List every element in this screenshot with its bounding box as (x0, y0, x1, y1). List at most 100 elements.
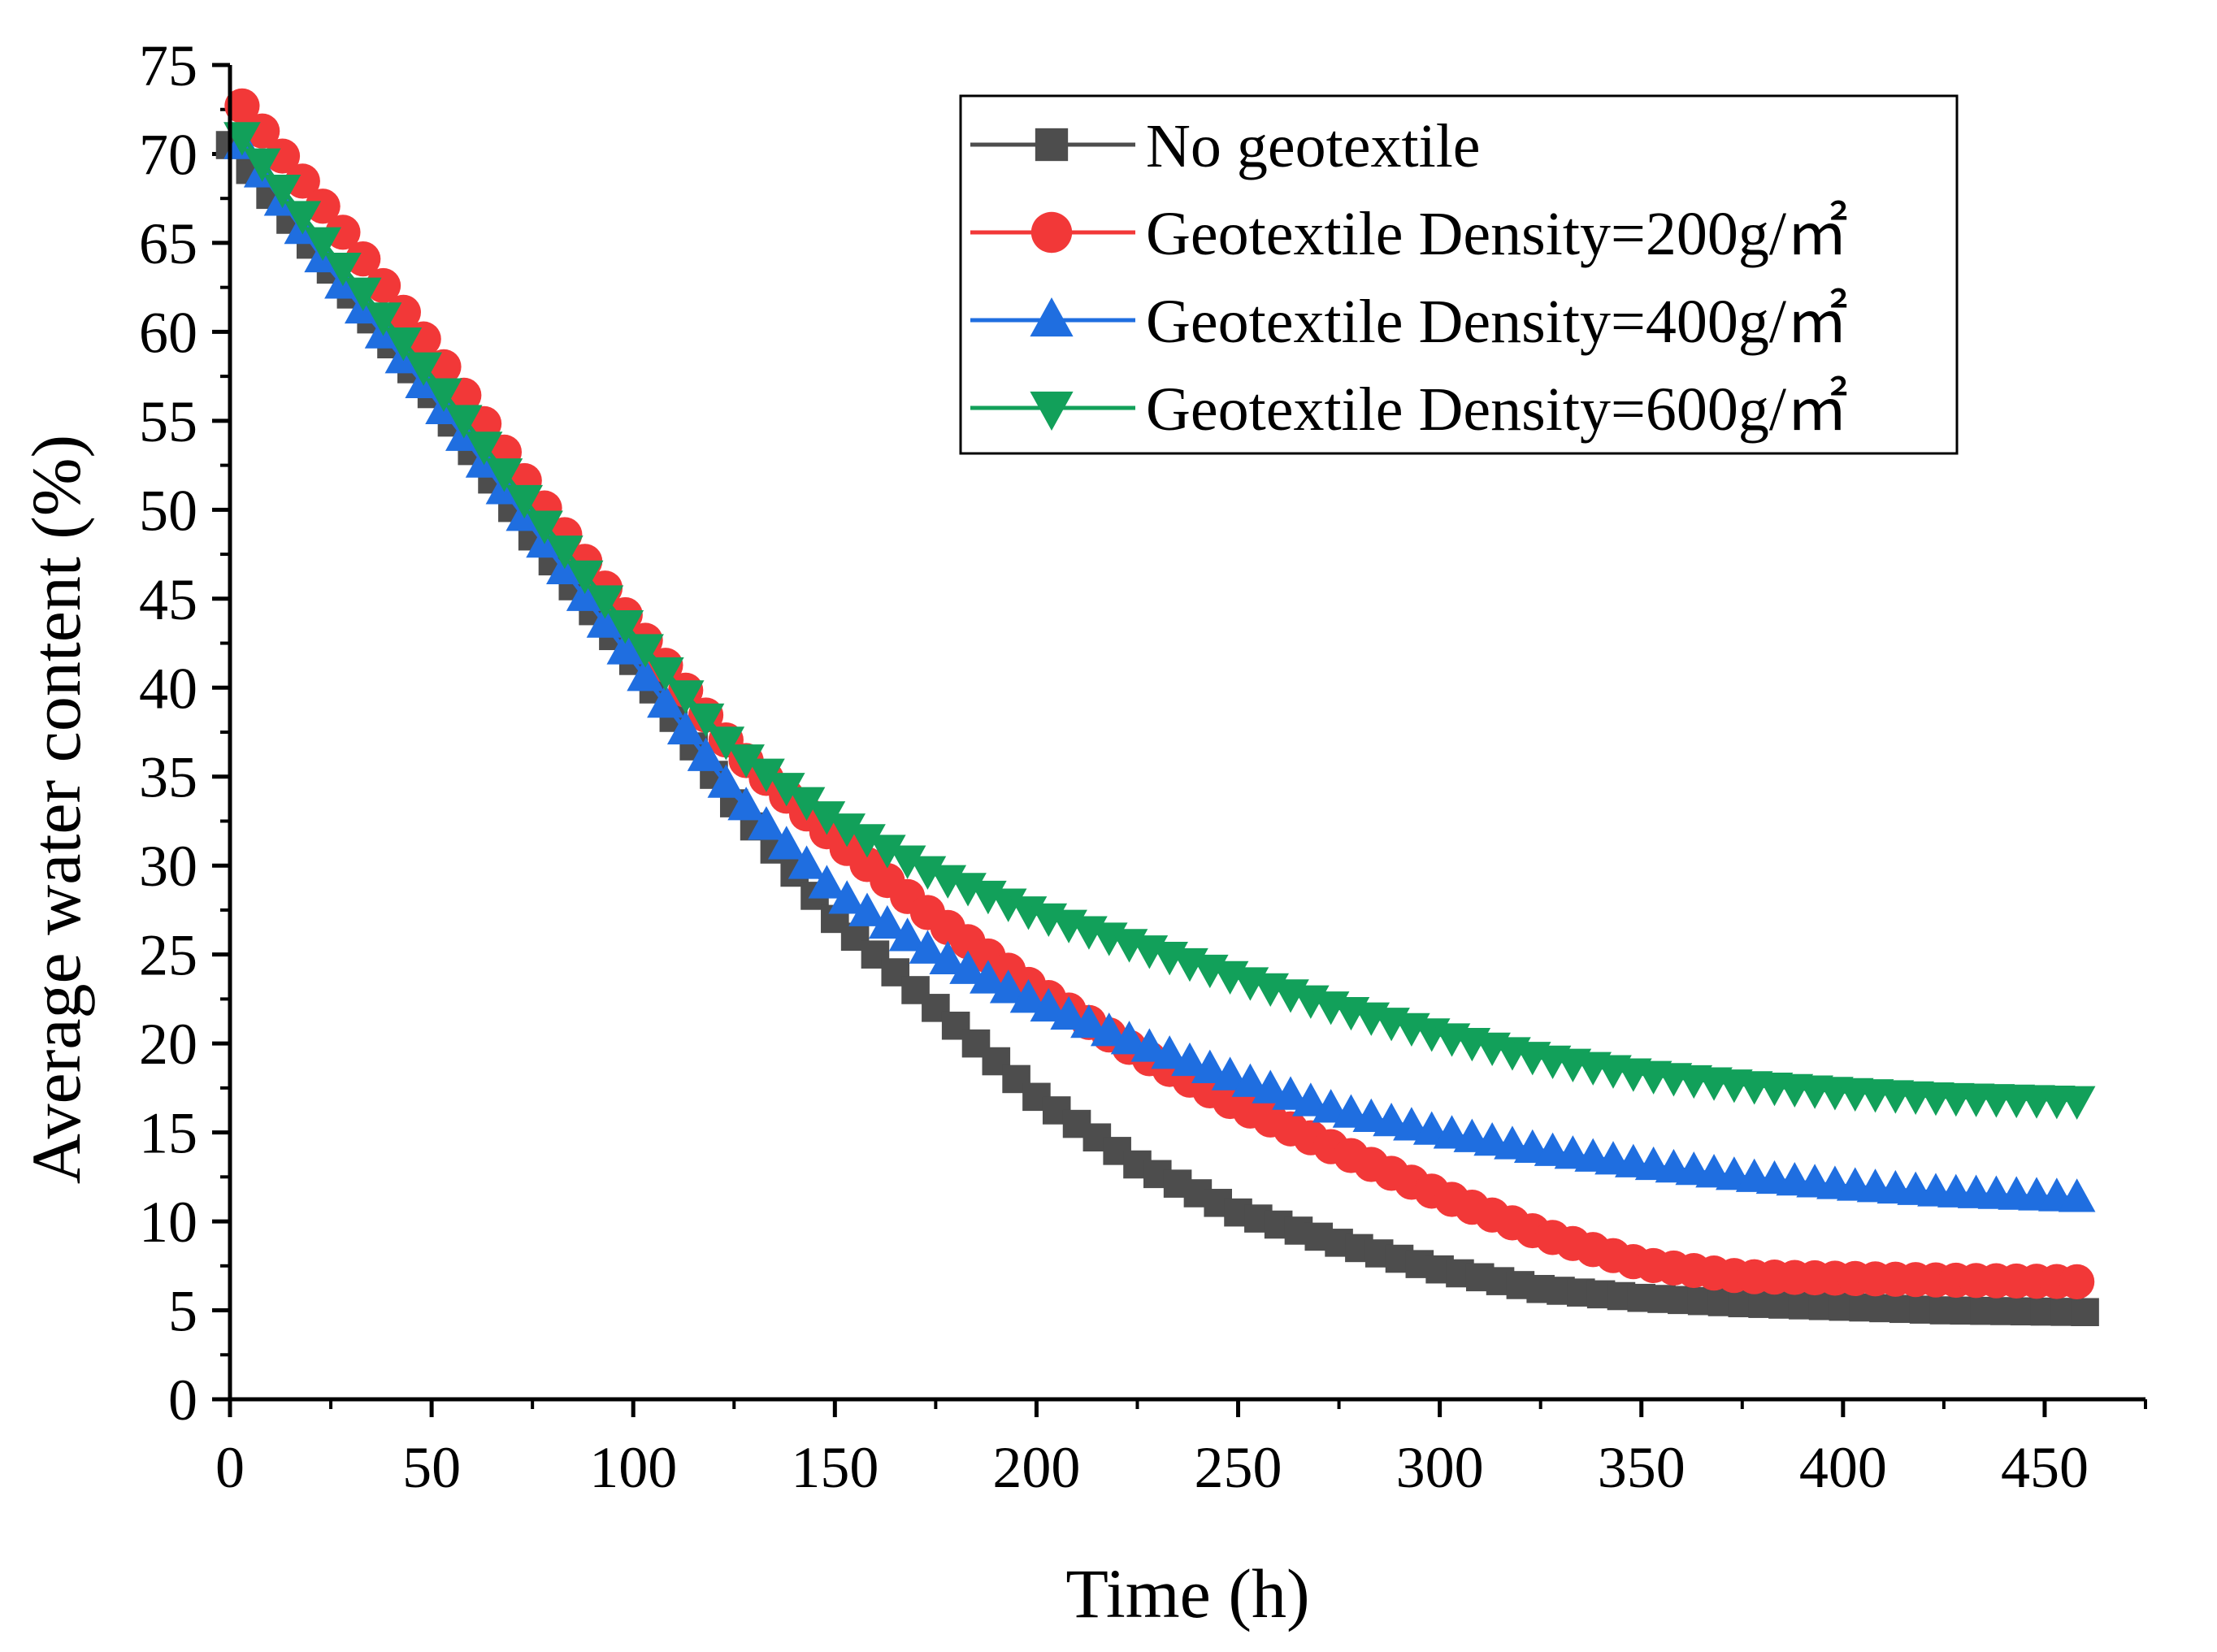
y-tick-label-50: 50 (139, 478, 197, 543)
series-3-marker-51 (1252, 1069, 1290, 1104)
series-3-marker-48 (1191, 1049, 1229, 1083)
x-tick-label-0: 0 (215, 1435, 245, 1500)
series-3-marker-52 (1272, 1076, 1309, 1110)
series-4-marker-7 (364, 302, 402, 336)
series-3-marker-37 (970, 960, 1007, 994)
series-4-marker-20 (627, 634, 664, 668)
series-2-marker-7 (365, 267, 401, 304)
series-4-marker-19 (606, 610, 644, 644)
series-3-marker-20 (627, 657, 664, 692)
series-4-marker-34 (909, 856, 947, 890)
series-4-marker-29 (808, 801, 846, 835)
series-4-marker-11 (445, 405, 483, 439)
series-4-marker-9 (405, 352, 442, 386)
y-tick-label-15: 15 (139, 1101, 197, 1166)
series-4-marker-1 (243, 148, 281, 182)
y-tick-label-30: 30 (139, 834, 197, 899)
x-tick-label-150: 150 (791, 1435, 879, 1500)
x-tick-label-350: 350 (1598, 1435, 1686, 1500)
series-2-marker-3 (284, 163, 320, 199)
y-tick-label-25: 25 (139, 923, 197, 988)
series-4-marker-22 (666, 680, 705, 714)
series-3-marker-29 (808, 865, 846, 899)
series-4-marker-26 (748, 758, 785, 792)
legend-label-1: No geotextile (1146, 112, 1481, 180)
series-3-marker-23 (687, 737, 725, 771)
series-4-marker-33 (888, 845, 926, 879)
y-tick-label-0: 0 (168, 1368, 197, 1433)
series-2-marker-4 (305, 189, 341, 224)
series-3-marker-30 (828, 880, 866, 914)
series-4-marker-12 (465, 431, 503, 466)
y-tick-label-45: 45 (139, 567, 197, 632)
series-4-marker-18 (586, 585, 624, 619)
series-4-marker-31 (848, 824, 886, 858)
series-4-marker-10 (425, 378, 462, 412)
series-3-marker-38 (989, 969, 1027, 1004)
legend-item-2: Geotextile Density=200g/㎡ (970, 200, 1848, 268)
series-4-marker-28 (787, 787, 826, 821)
series-3-marker-50 (1231, 1063, 1269, 1097)
y-tick-label-5: 5 (168, 1279, 197, 1344)
series-3-marker-91 (2058, 1178, 2096, 1212)
series-4-marker-30 (828, 813, 866, 848)
series-3-marker-35 (929, 940, 967, 975)
series-layer (215, 88, 2099, 1327)
series-4-marker-15 (526, 510, 563, 544)
y-tick-label-35: 35 (139, 745, 197, 810)
legend-items: No geotextile Geotextile Density=200g/㎡ Ge… (970, 112, 1848, 444)
legend-frame (959, 94, 1959, 455)
y-tick-label-65: 65 (139, 211, 197, 276)
series-2-marker-0 (224, 88, 260, 124)
series-3-marker-45 (1130, 1028, 1169, 1062)
series-3-marker-39 (1009, 979, 1048, 1013)
series-3-marker-40 (1030, 987, 1068, 1022)
x-tick-label-50: 50 (402, 1435, 461, 1500)
series-3-marker-36 (949, 950, 987, 984)
series-3-marker-41 (1050, 995, 1087, 1030)
legend-marker-3 (1030, 297, 1074, 337)
series-2-marker-91 (2059, 1264, 2095, 1299)
series-3-marker-47 (1171, 1042, 1208, 1077)
x-tick-label-100: 100 (589, 1435, 677, 1500)
y-tick-label-10: 10 (139, 1190, 197, 1255)
series-4-marker-91 (2058, 1086, 2096, 1120)
series-3-marker-31 (848, 892, 886, 926)
legend-item-3: Geotextile Density=400g/㎡ (970, 288, 1848, 356)
legend-item-4: Geotextile Density=600g/㎡ (970, 375, 1848, 444)
series-3-marker-26 (748, 806, 785, 840)
series-2-marker-6 (345, 241, 381, 277)
y-tick-label-70: 70 (139, 122, 197, 187)
series-3-marker-24 (707, 764, 745, 798)
y-axis-title: Average water content (%) (17, 435, 95, 1184)
x-tick-label-200: 200 (992, 1435, 1080, 1500)
series-3-marker-33 (888, 917, 926, 952)
series-4-marker-5 (324, 252, 362, 287)
x-tick-label-250: 250 (1195, 1435, 1282, 1500)
series-3-marker-21 (647, 683, 684, 718)
series-3-marker-18 (586, 604, 624, 638)
series-4-marker-14 (505, 484, 544, 519)
legend-marker-2 (1030, 211, 1073, 254)
series-4-marker-16 (546, 535, 584, 570)
series-3-marker-46 (1151, 1035, 1188, 1069)
series-4-marker-0 (223, 122, 261, 156)
series-4-marker-4 (304, 227, 341, 261)
series-3-marker-22 (666, 710, 705, 745)
series-3-marker-32 (869, 904, 906, 939)
legend-item-1: No geotextile (970, 112, 1481, 180)
legend-marker-4 (1030, 391, 1074, 431)
series-3-marker-42 (1070, 1004, 1108, 1038)
series-4-marker-27 (767, 773, 805, 807)
series-3-marker-25 (727, 787, 765, 821)
series-3-marker-27 (767, 826, 805, 860)
legend-label-2: Geotextile Density=200g/㎡ (1146, 200, 1848, 268)
series-3-marker-44 (1110, 1021, 1148, 1055)
series-2-marker-5 (325, 215, 361, 250)
y-tick-label-75: 75 (139, 33, 197, 98)
series-3-marker-17 (566, 577, 604, 611)
legend-label-4: Geotextile Density=600g/㎡ (1146, 375, 1848, 444)
legend-marker-1 (1035, 128, 1069, 162)
tick-labels: 0 50 100 150 200 250 300 350 400 450 0 5 10 15 20 25 30 3… (139, 33, 2089, 1500)
